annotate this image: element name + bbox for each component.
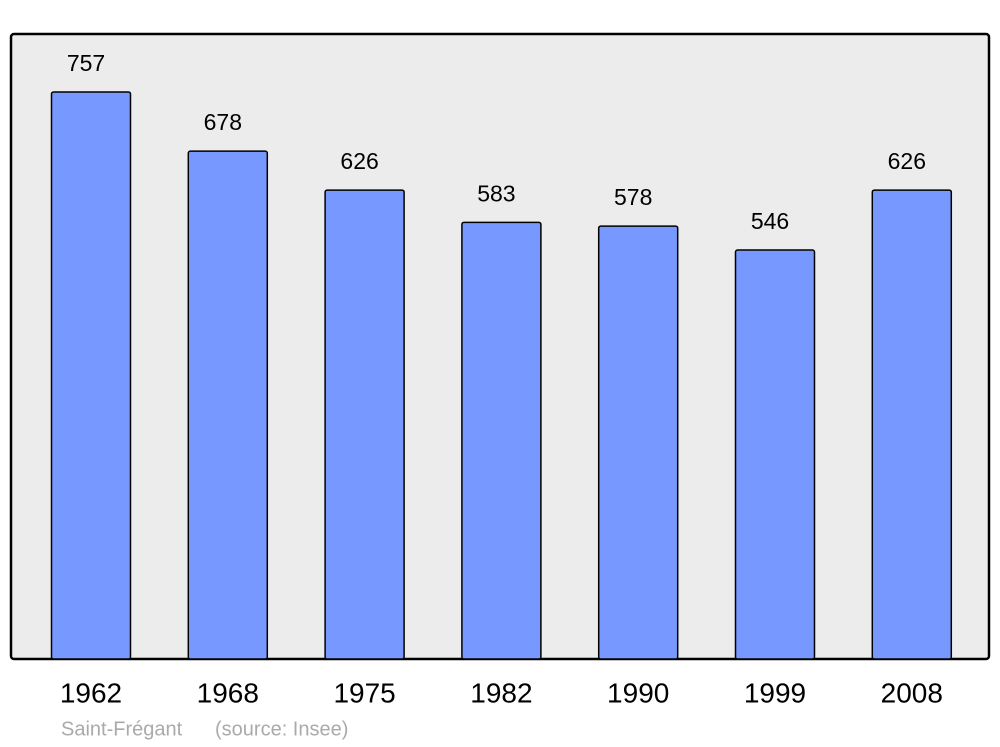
x-tick-label: 1999 <box>744 677 806 708</box>
bar <box>187 150 269 660</box>
value-label: 626 <box>340 148 378 174</box>
source: (source: Insee) <box>215 718 348 740</box>
x-tick-label: 2008 <box>881 677 943 708</box>
x-tick-label: 1982 <box>470 677 532 708</box>
x-tick-label: 1975 <box>333 677 395 708</box>
bar <box>461 221 542 660</box>
bar <box>734 249 816 660</box>
bar <box>50 91 132 660</box>
value-label: 583 <box>477 180 515 206</box>
bar <box>597 225 679 660</box>
x-tick-label: 1962 <box>60 677 122 708</box>
x-tick-label: 1968 <box>197 677 259 708</box>
bars: 757 1962 678 1968 626 1975 583 1982 578 1990 546 19… <box>50 50 953 708</box>
value-label: 546 <box>751 208 789 234</box>
value-label: 578 <box>614 184 652 210</box>
bar <box>871 189 953 660</box>
value-label: 626 <box>888 148 926 174</box>
place-name: Saint-Frégant <box>61 718 183 740</box>
x-tick-label: 1990 <box>607 677 669 708</box>
bar <box>324 189 405 660</box>
value-label: 757 <box>67 50 105 76</box>
value-label: 678 <box>204 109 242 135</box>
